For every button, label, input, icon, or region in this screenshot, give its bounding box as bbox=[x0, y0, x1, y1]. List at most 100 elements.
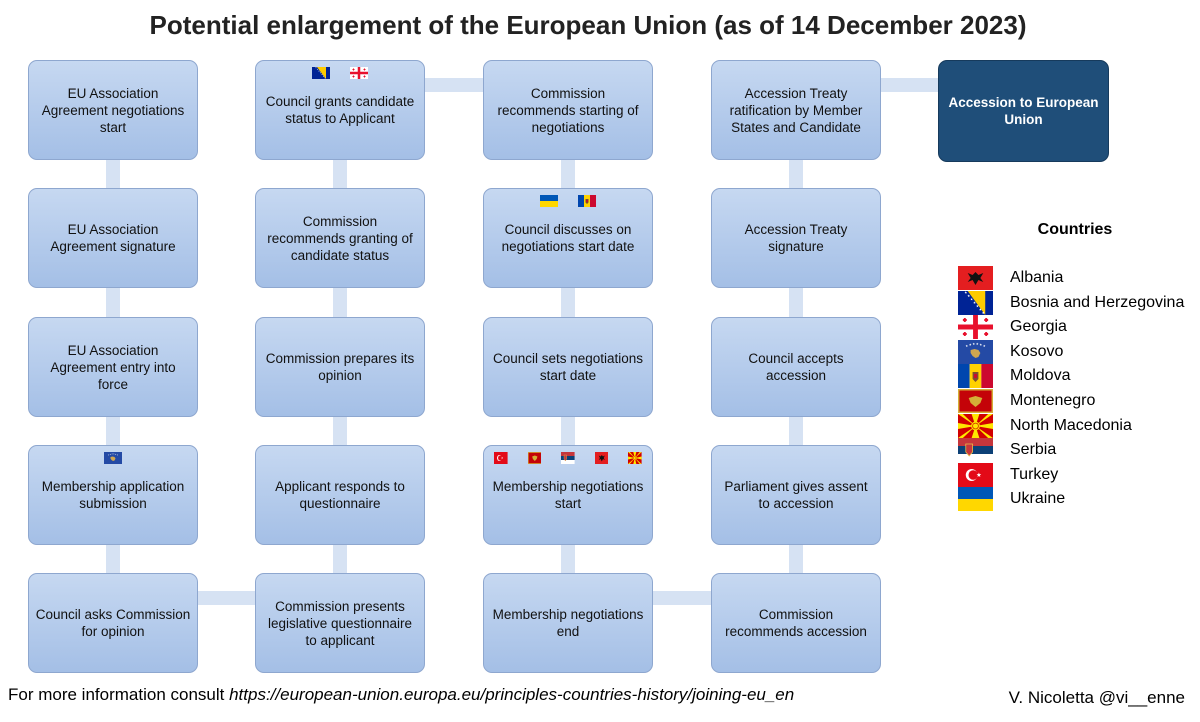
vertical-connector bbox=[106, 160, 120, 188]
legend-country-name: Albania bbox=[1010, 269, 1064, 286]
north-macedonia-flag-icon bbox=[628, 452, 642, 464]
montenegro-flag-icon bbox=[527, 452, 542, 464]
moldova-flag-icon bbox=[958, 364, 993, 389]
step-label: EU Association Agreement entry into forc… bbox=[50, 342, 176, 392]
legend-country-name: Serbia bbox=[1010, 441, 1057, 459]
step-box: Commission prepares its opinion bbox=[255, 317, 425, 417]
georgia-flag-icon bbox=[350, 67, 368, 79]
bosnia-flag-icon bbox=[312, 67, 330, 79]
step-box: Council discusses on negotiations start … bbox=[483, 188, 653, 288]
legend-country-name: Turkey bbox=[1010, 465, 1059, 483]
north-macedonia-flag-icon bbox=[958, 413, 993, 438]
legend-item: Albania bbox=[958, 266, 1063, 290]
legend-country-name: Bosnia and Herzegovina bbox=[1010, 293, 1185, 311]
vertical-connector bbox=[789, 288, 803, 317]
legend-item: Bosnia and Herzegovina bbox=[958, 290, 1185, 315]
step-box: Commission recommends granting of candid… bbox=[255, 188, 425, 288]
legend-item: Georgia bbox=[958, 315, 1067, 340]
vertical-connector bbox=[561, 545, 575, 573]
kosovo-flag-icon bbox=[104, 452, 122, 464]
turkey-flag-icon bbox=[494, 452, 508, 464]
step-label: Accession Treaty signature bbox=[744, 222, 848, 254]
vertical-connector bbox=[561, 288, 575, 317]
diagram-title: Potential enlargement of the European Un… bbox=[149, 10, 1027, 40]
moldova-flag-icon bbox=[578, 195, 596, 207]
author-credit: V. Nicoletta @vi__enne bbox=[1008, 688, 1185, 707]
turkey-flag-icon bbox=[958, 462, 993, 487]
step-box: Council accepts accession bbox=[711, 317, 881, 417]
step-box: Membership application submission bbox=[28, 445, 198, 545]
step-box: Membership negotiations start bbox=[483, 445, 653, 545]
vertical-connector bbox=[561, 417, 575, 445]
footer-note: For more information consult https://eur… bbox=[8, 685, 794, 705]
vertical-connector bbox=[333, 545, 347, 573]
legend-item: Kosovo bbox=[958, 339, 1064, 364]
step-box: Commission recommends starting of negoti… bbox=[483, 60, 653, 160]
horizontal-connector bbox=[198, 591, 255, 605]
legend-country-name: Georgia bbox=[1010, 318, 1067, 336]
vertical-connector bbox=[106, 417, 120, 445]
montenegro-flag-icon bbox=[958, 389, 993, 413]
bosnia-flag-icon bbox=[958, 290, 993, 315]
legend-item: Serbia bbox=[958, 438, 1057, 463]
serbia-flag-icon bbox=[561, 452, 575, 464]
legend-item: Turkey bbox=[958, 462, 1059, 487]
legend-country-name: Kosovo bbox=[1010, 342, 1064, 360]
legend-item: Ukraine bbox=[958, 487, 1065, 512]
step-label: Accession Treaty ratification by Member … bbox=[729, 85, 863, 135]
step-label: EU Association Agreement negotiations st… bbox=[41, 85, 185, 135]
ukraine-flag-icon bbox=[958, 487, 993, 512]
legend-country-name: Moldova bbox=[1010, 367, 1071, 385]
step-box: EU Association Agreement signature bbox=[28, 188, 198, 288]
serbia-flag-icon bbox=[958, 438, 993, 463]
step-label: Commission prepares its opinion bbox=[265, 351, 415, 383]
info-url[interactable]: https://european-union.europa.eu/princip… bbox=[229, 685, 795, 704]
country-flags bbox=[484, 452, 652, 464]
final-step-label: Accession to European Union bbox=[948, 95, 1099, 127]
legend-title: Countries bbox=[1037, 221, 1113, 238]
step-box: Membership negotiations end bbox=[483, 573, 653, 673]
step-label: Council accepts accession bbox=[748, 351, 844, 383]
step-box: Commission presents legislative question… bbox=[255, 573, 425, 673]
ukraine-flag-icon bbox=[540, 195, 558, 207]
step-box: Council sets negotiations start date bbox=[483, 317, 653, 417]
vertical-connector bbox=[333, 160, 347, 188]
vertical-connector bbox=[106, 288, 120, 317]
final-step-box: Accession to European Union bbox=[938, 60, 1109, 162]
vertical-connector bbox=[789, 160, 803, 188]
step-label: Council sets negotiations start date bbox=[492, 351, 644, 383]
vertical-connector bbox=[106, 545, 120, 573]
georgia-flag-icon bbox=[958, 315, 993, 340]
step-label: Commission recommends starting of negoti… bbox=[497, 85, 639, 135]
step-label: Commission recommends accession bbox=[725, 607, 867, 639]
country-flags bbox=[484, 195, 652, 207]
step-label: Council asks Commission for opinion bbox=[35, 607, 191, 639]
kosovo-flag-icon bbox=[958, 339, 993, 364]
legend-item: Moldova bbox=[958, 364, 1071, 389]
step-box: Accession Treaty signature bbox=[711, 188, 881, 288]
legend-country-name: North Macedonia bbox=[1010, 416, 1132, 434]
step-label: Membership negotiations start bbox=[492, 479, 644, 511]
step-label: Commission recommends granting of candid… bbox=[267, 213, 413, 263]
vertical-connector bbox=[561, 160, 575, 188]
vertical-connector bbox=[789, 545, 803, 573]
albania-flag-icon bbox=[594, 452, 609, 464]
legend-item: Montenegro bbox=[958, 389, 1095, 413]
step-box: Commission recommends accession bbox=[711, 573, 881, 673]
step-label: Applicant responds to questionnaire bbox=[275, 479, 405, 511]
step-label: Council discusses on negotiations start … bbox=[501, 222, 635, 254]
legend-item: North Macedonia bbox=[958, 413, 1132, 438]
vertical-connector bbox=[333, 417, 347, 445]
legend-country-name: Montenegro bbox=[1010, 392, 1096, 409]
country-flags bbox=[256, 67, 424, 79]
step-box: EU Association Agreement negotiations st… bbox=[28, 60, 198, 160]
step-box: Parliament gives assent to accession bbox=[711, 445, 881, 545]
step-box: Council asks Commission for opinion bbox=[28, 573, 198, 673]
step-label: Commission presents legislative question… bbox=[267, 598, 413, 648]
step-box: Council grants candidate status to Appli… bbox=[255, 60, 425, 160]
step-box: EU Association Agreement entry into forc… bbox=[28, 317, 198, 417]
horizontal-connector bbox=[653, 591, 711, 605]
step-label: Council grants candidate status to Appli… bbox=[265, 94, 415, 126]
country-flags bbox=[29, 452, 197, 464]
step-label: Membership negotiations end bbox=[492, 607, 644, 639]
